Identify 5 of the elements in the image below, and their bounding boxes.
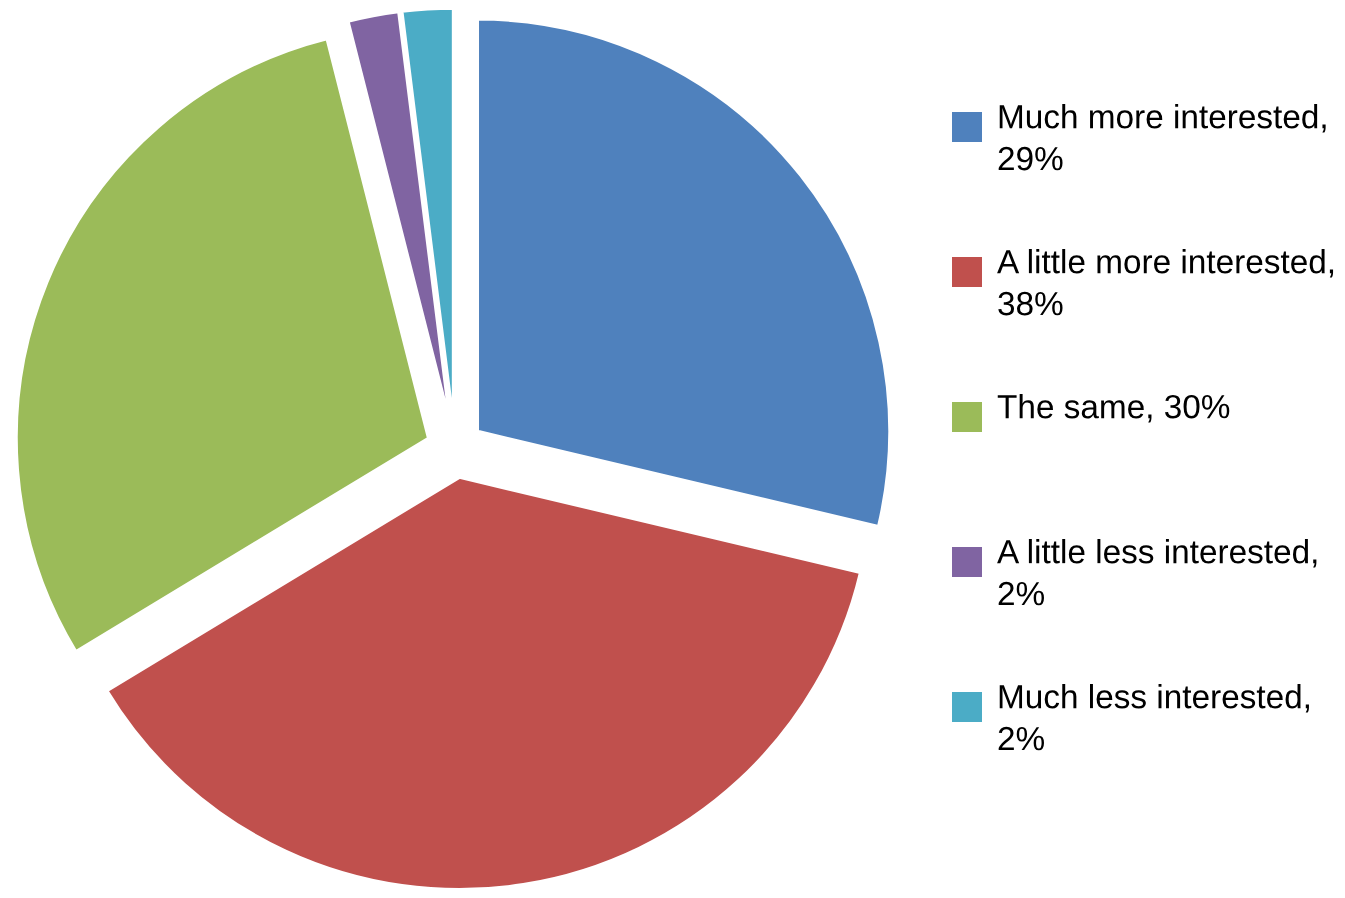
legend-label: A little more interested, 38% [997, 249, 1334, 316]
legend-label: Much more interested, 29% [998, 104, 1326, 171]
legend-label: Much less interested, 2% [998, 684, 1309, 751]
legend-label: The same, 30% [997, 394, 1230, 423]
legend-label: A little less interested, 2% [997, 539, 1317, 606]
